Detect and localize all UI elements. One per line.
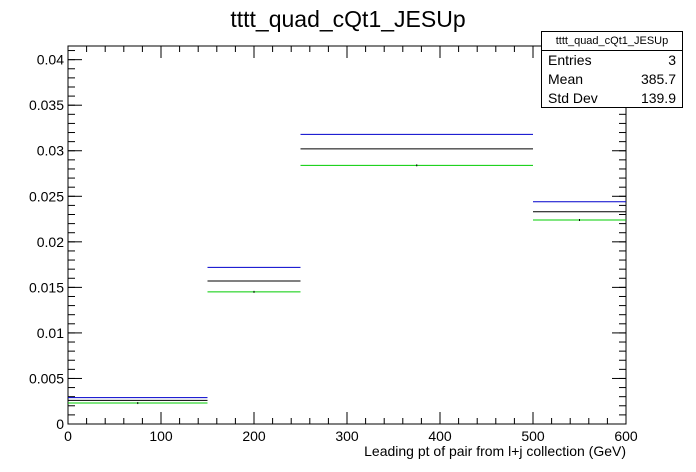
stats-entries-label: Entries: [548, 52, 592, 68]
x-tick-label: 500: [521, 428, 545, 444]
x-axis-label: Leading pt of pair from l+j collection (…: [364, 443, 626, 459]
y-tick-label: 0.005: [29, 370, 64, 386]
stats-box-title: tttt_quad_cQt1_JESUp: [542, 32, 682, 51]
x-tick-label: 100: [149, 428, 173, 444]
y-tick-label: 0.04: [37, 52, 64, 68]
stats-stddev-row: Std Dev 139.9: [542, 89, 682, 108]
stats-entries-row: Entries 3: [542, 51, 682, 70]
x-tick-label: 400: [428, 428, 452, 444]
chart-title: tttt_quad_cQt1_JESUp: [230, 6, 466, 32]
stats-entries-value: 3: [668, 52, 676, 68]
y-tick-label: 0.03: [37, 143, 64, 159]
histogram-series: [68, 133, 626, 405]
y-tick-label: 0.01: [37, 325, 64, 341]
stats-stddev-value: 139.9: [640, 90, 676, 106]
stats-mean-label: Mean: [548, 71, 584, 87]
x-axis: 0 100 200 300 400 500 600: [64, 46, 638, 444]
y-tick-label: 0.025: [29, 188, 64, 204]
y-axis: 0 0.005 0.01 0.015 0.02 0.025 0.03 0.035 0.04: [29, 50, 626, 432]
stats-box: tttt_quad_cQt1_JESUp Entries 3 Mean 385.…: [541, 31, 683, 108]
x-tick-label: 300: [335, 428, 359, 444]
stats-stddev-label: Std Dev: [548, 90, 598, 106]
stats-mean-value: 385.7: [640, 71, 676, 87]
y-tick-label: 0: [56, 416, 64, 432]
stats-mean-row: Mean 385.7: [542, 70, 682, 89]
x-tick-label: 600: [614, 428, 638, 444]
y-tick-label: 0.015: [29, 279, 64, 295]
y-tick-label: 0.02: [37, 234, 64, 250]
x-tick-label: 0: [64, 428, 72, 444]
y-tick-label: 0.035: [29, 97, 64, 113]
x-tick-label: 200: [242, 428, 266, 444]
